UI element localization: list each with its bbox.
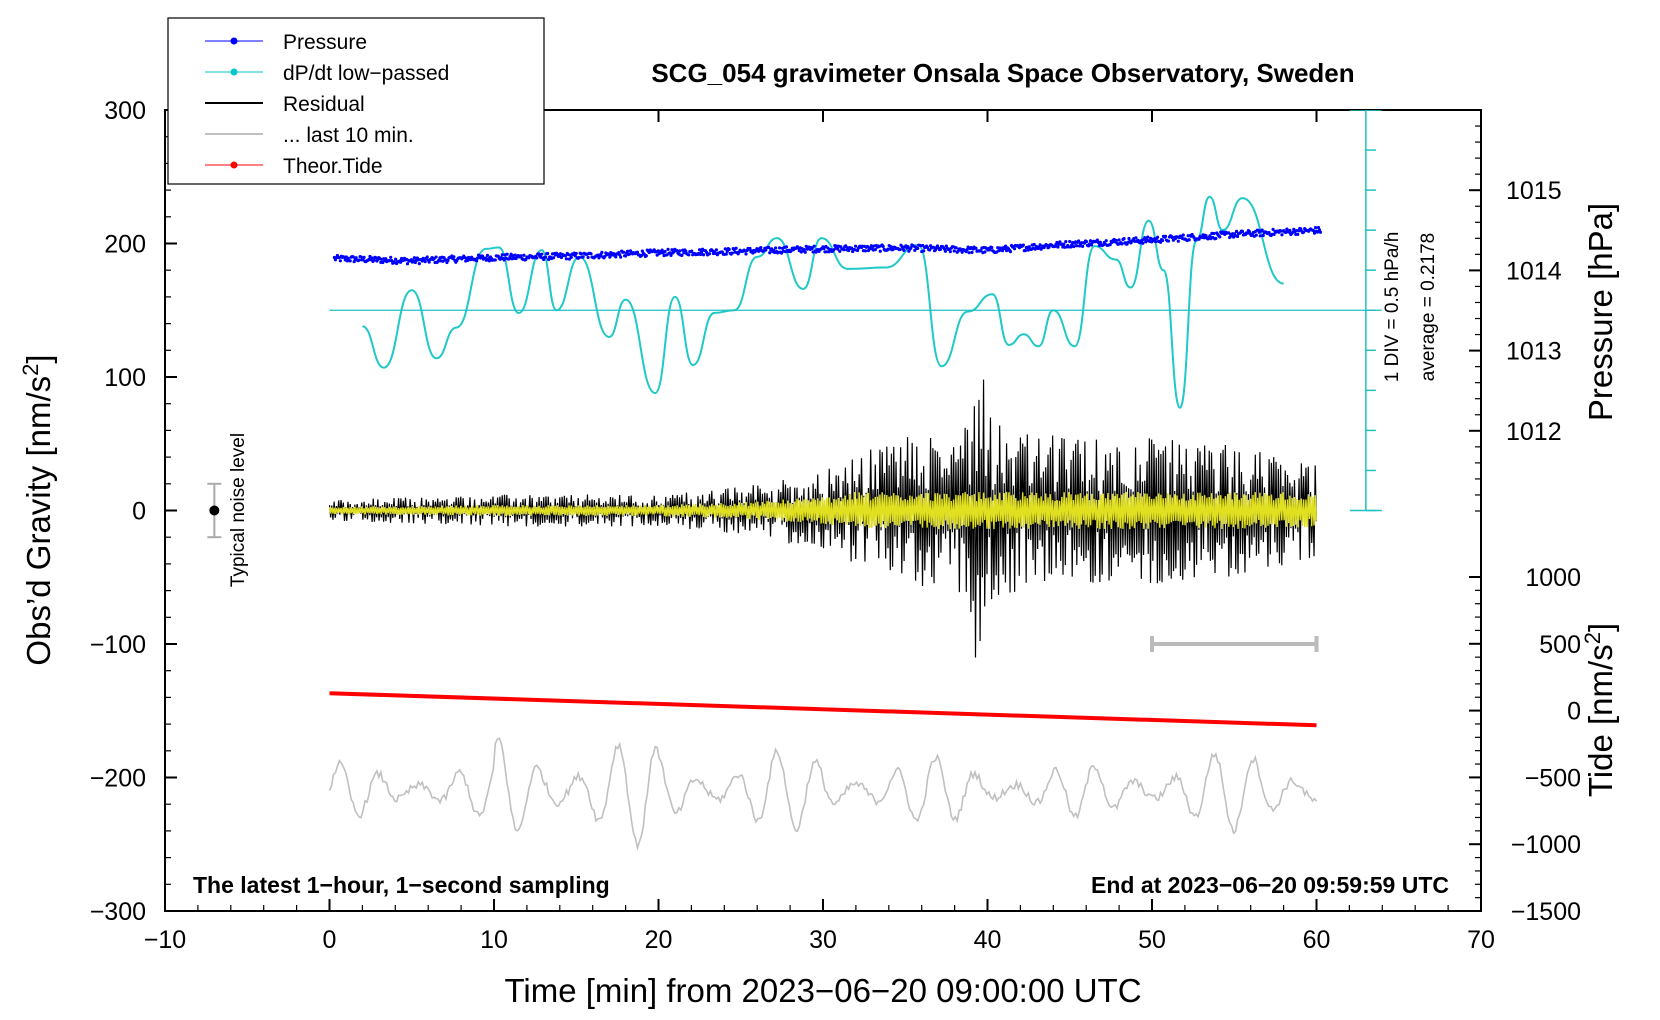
x-tick-label: 30 (809, 926, 837, 954)
legend-marker (230, 68, 238, 76)
y-axis-left: −300 −200 −100 0 100 200 300 (90, 97, 177, 926)
y-axis-pressure-title: Pressure [hPa] (1582, 203, 1619, 421)
x-axis: −10 0 10 20 30 40 50 60 70 (144, 110, 1495, 954)
tide-tick-label: 500 (1539, 631, 1581, 659)
y-tick-label: 100 (104, 364, 146, 392)
pressure-tick-label: 1015 (1506, 177, 1562, 205)
y-axis-pressure: 1012 1013 1014 1015 (1469, 125, 1562, 512)
legend-box (167, 17, 545, 185)
pressure-series-points (332, 225, 1323, 266)
x-tick-label: 40 (974, 926, 1002, 954)
x-tick-label: 20 (645, 926, 673, 954)
x-tick-label: 60 (1303, 926, 1331, 954)
legend-label: dP/dt low−passed (283, 62, 449, 85)
dpdt-scale-label: 1 DIV = 0.5 hPa/h (1382, 232, 1403, 383)
tide-series-line (329, 691, 1317, 728)
tide-tick-label: −1500 (1511, 898, 1581, 926)
x-tick-label: 50 (1138, 926, 1166, 954)
y-tick-label: 200 (104, 231, 146, 259)
x-tick-label: 0 (323, 926, 337, 954)
pressure-tick-label: 1014 (1506, 257, 1562, 285)
legend: Pressure dP/dt low−passed Residual ... last… (167, 17, 545, 185)
residual-highpass-line (328, 491, 1318, 530)
legend-label: Residual (283, 93, 365, 116)
dpdt-average-label: average = 0.2178 (1418, 233, 1439, 381)
last10-series-line (328, 737, 1318, 852)
bottom-left-note: The latest 1−hour, 1−second sampling (193, 872, 610, 898)
tide-tick-label: 0 (1567, 698, 1581, 726)
chart-title: SCG_054 gravimeter Onsala Space Observat… (651, 58, 1354, 88)
tide-tick-label: 1000 (1525, 564, 1581, 592)
x-tick-label: 10 (480, 926, 508, 954)
pressure-tick-label: 1013 (1506, 338, 1562, 366)
y-axis-tide: −1500 −1000 −500 0 500 1000 (1469, 564, 1581, 926)
legend-marker (230, 161, 238, 169)
x-axis-title: Time [min] from 2023−06−20 09:00:00 UTC (504, 972, 1141, 1009)
x-tick-label: 70 (1467, 926, 1495, 954)
y-tick-label: 0 (132, 498, 146, 526)
y-tick-label: −200 (90, 765, 146, 793)
x-tick-label: −10 (144, 926, 186, 954)
tide-tick-label: −500 (1525, 764, 1581, 792)
bottom-right-note: End at 2023−06−20 09:59:59 UTC (1091, 872, 1449, 898)
legend-label: ... last 10 min. (283, 124, 414, 147)
pressure-layer (332, 225, 1323, 266)
noise-point (209, 505, 220, 516)
y-axis-tide-title: Tide [nm/s2] (1580, 623, 1619, 797)
y-tick-label: −300 (90, 898, 146, 926)
tide-tick-label: −1000 (1511, 831, 1581, 859)
legend-marker (230, 37, 238, 45)
noise-label: Typical noise level (228, 433, 249, 587)
residual-layer (328, 379, 1318, 658)
pressure-tick-label: 1012 (1506, 418, 1562, 446)
y-axis-left-title: Obs’d Gravity [nm/s2] (18, 354, 57, 665)
y-tick-label: 300 (104, 97, 146, 125)
tide-layer (329, 691, 1317, 728)
legend-label: Pressure (283, 31, 367, 54)
annotation-layer (207, 110, 1382, 652)
legend-label: Theor.Tide (283, 155, 383, 178)
y-tick-label: −100 (90, 631, 146, 659)
last10-layer (328, 737, 1318, 852)
dpdt-series-line (361, 195, 1284, 409)
dpdt-layer (361, 195, 1284, 409)
